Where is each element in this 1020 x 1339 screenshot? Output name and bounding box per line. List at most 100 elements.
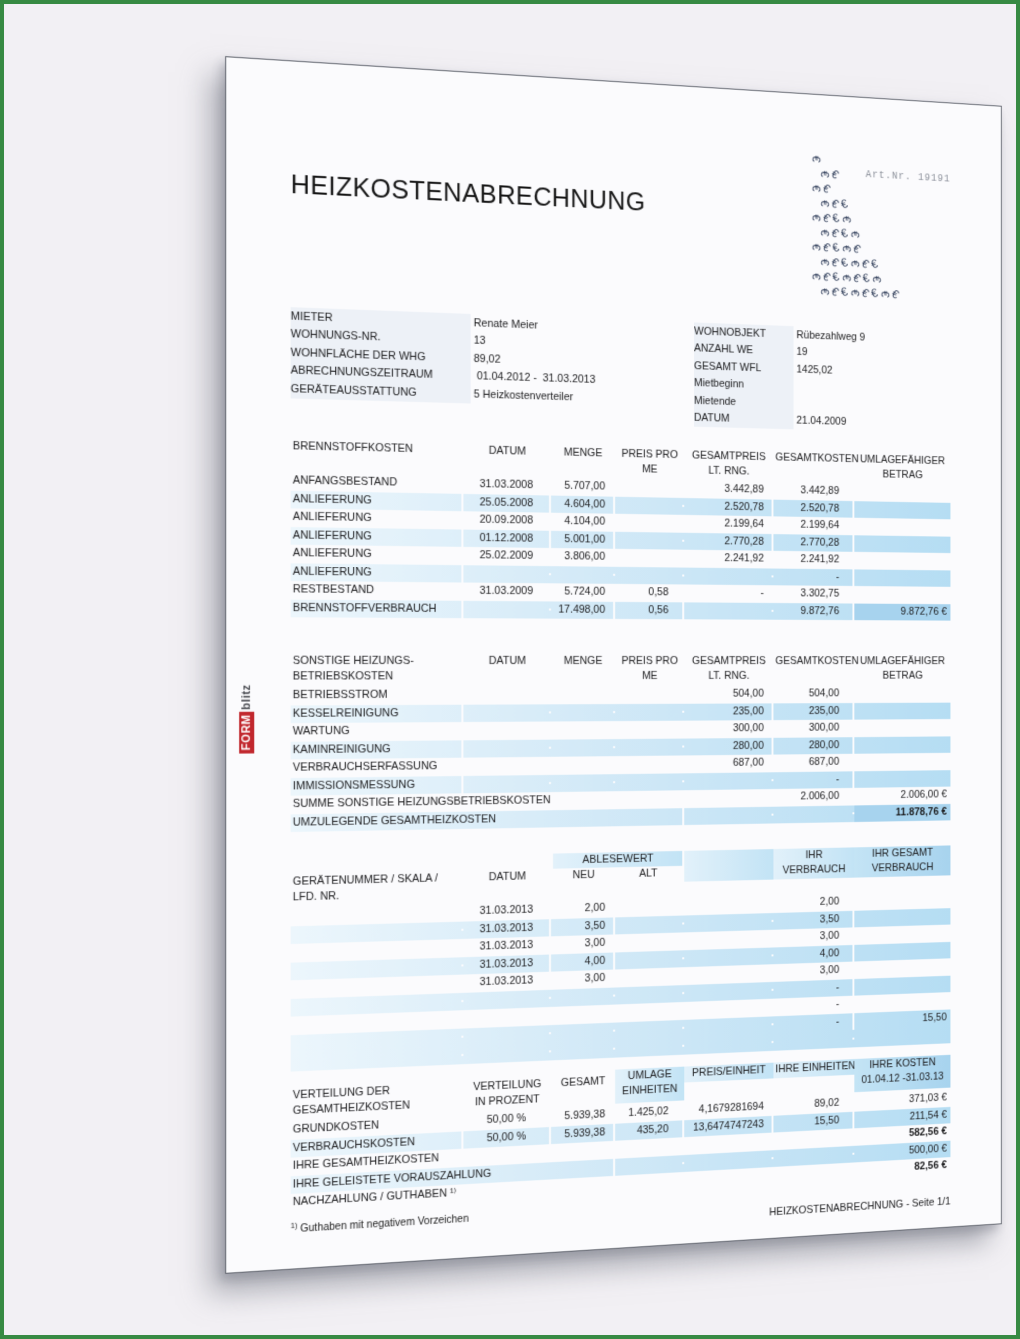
table-cell: 31.03.2008 — [463, 476, 551, 495]
property-info-block: WOHNOBJEKT Rübezahlweg 9 ANZAHL WE 19 GESAMT… — [694, 322, 960, 433]
table-cell — [463, 729, 551, 732]
table-cell — [854, 777, 950, 780]
table-cell — [463, 694, 551, 696]
table-cell: 2,00 — [551, 900, 615, 919]
table-cell: KESSELREINIGUNG — [291, 704, 464, 722]
column-header-label: IHRE EINHEITEN — [775, 1059, 852, 1077]
info-value: Rübezahlweg 9 — [794, 329, 866, 343]
table-cell — [463, 573, 551, 576]
table-cell: 31.03.2013 — [463, 954, 551, 974]
document-page: HEIZKOSTENABRECHNUNG Art.Nr. 19191 € €€ €€… — [225, 56, 1002, 1274]
table-cell: 435,20 — [615, 1120, 684, 1140]
info-value: 01.04.2012 - 31.03.2013 — [471, 370, 596, 386]
table-cell: 2.006,00 — [773, 788, 854, 806]
table-cell: 31.03.2009 — [463, 583, 551, 601]
table-cell — [463, 747, 551, 750]
column-header-label: UMLAGEFÄHIGER — [856, 654, 948, 669]
table-cell: BETRIEBSSTROM — [291, 687, 464, 705]
table-cell — [615, 522, 684, 525]
table-cell — [773, 1037, 854, 1042]
table-cell — [551, 1030, 615, 1035]
table-cell: ANLIEFERUNG — [291, 527, 464, 547]
table-cell — [684, 1157, 773, 1164]
table-cell: 3.806,00 — [551, 548, 615, 566]
table-cell — [463, 765, 551, 768]
table-cell — [854, 710, 950, 712]
table-cell: 4,00 — [551, 952, 615, 971]
table-cell: 300,00 — [773, 720, 854, 737]
column-header-label: UMLAGEFÄHIGER — [856, 452, 948, 469]
table-cell — [551, 729, 615, 731]
table-cell: 3,00 — [773, 928, 854, 947]
column-header: ABLESEWERT NEU ALT — [551, 851, 684, 899]
table-cell: ANLIEFERUNG — [291, 490, 464, 510]
table-cell — [615, 940, 684, 944]
table-cell — [684, 920, 773, 925]
euro-glyph: € — [809, 155, 822, 163]
table-cell — [615, 1027, 684, 1032]
table-cell: 4,00 — [773, 945, 854, 964]
screenshot-frame: HEIZKOSTENABRECHNUNG Art.Nr. 19191 € €€ €€… — [0, 0, 1020, 1339]
table-cell — [684, 955, 773, 960]
table-cell: 0,56 — [615, 602, 684, 619]
column-header-label: BETRIEBSKOSTEN — [293, 669, 462, 685]
column-header: IHR VERBRAUCH — [773, 847, 854, 879]
table-cell: 2.241,92 — [684, 550, 773, 568]
table-cell — [463, 1050, 551, 1056]
table-cell: 31.03.2013 — [463, 919, 551, 939]
column-header-label: ALT — [614, 866, 682, 883]
column-header: MENGE — [551, 654, 615, 684]
column-header-label: DATUM — [465, 654, 549, 669]
document-title: HEIZKOSTENABRECHNUNG — [291, 170, 646, 218]
table-cell — [615, 539, 684, 542]
column-header-label: GESAMTPREIS — [686, 654, 771, 669]
table-cell: 2.199,64 — [684, 515, 773, 533]
column-header: MENGE — [551, 445, 615, 477]
table-cell — [291, 947, 464, 954]
column-header: SONSTIGE HEIZUNGS- BETRIEBSKOSTEN — [291, 654, 464, 685]
table-cell — [551, 746, 615, 749]
table-cell — [684, 779, 773, 782]
table-cell — [854, 576, 950, 579]
column-header-label: NEU — [553, 867, 614, 883]
info-value: 1425,02 — [794, 363, 833, 376]
table-cell: 2,00 — [773, 893, 854, 912]
table-body: BETRIEBSSTROM 504,00 504,00 KESSELREINIGUNG… — [291, 685, 951, 832]
column-header-label: ME — [617, 462, 682, 478]
table-cell: KAMINREINIGUNG — [291, 740, 464, 759]
table-cell: 3,00 — [551, 935, 615, 954]
table-cell: 5.001,00 — [551, 531, 615, 549]
table-cell — [854, 1033, 950, 1039]
table-cell — [854, 491, 950, 495]
table-body: 31.03.2013 2,00 2,00 31.03.2013 3,50 3,50 31.0… — [291, 891, 951, 1071]
table-cell — [854, 915, 950, 920]
table-cell — [551, 781, 615, 784]
euro-glyph: € — [848, 230, 861, 238]
column-header-label: DATUM — [465, 869, 549, 886]
table-cell: 2.770,28 — [684, 533, 773, 551]
table-cell — [551, 764, 615, 767]
table-cell — [463, 712, 551, 714]
table-cell — [615, 574, 684, 577]
table-cell: 5.707,00 — [551, 478, 615, 496]
euro-glyph: € — [870, 275, 883, 283]
table-cell — [854, 966, 950, 971]
table-cell — [615, 728, 684, 730]
table-cell — [615, 1010, 684, 1015]
column-header: IHR GESAMT VERBRAUCH — [854, 845, 950, 877]
table-cell: 280,00 — [684, 738, 773, 756]
table-cell: 280,00 — [773, 737, 854, 754]
table-cell — [854, 594, 950, 597]
table-cell: 31.03.2013 — [463, 937, 551, 957]
column-header: GESAMTPREIS LT. RNG. — [684, 448, 773, 480]
table-cell: 687,00 — [773, 754, 854, 772]
table-cell: WARTUNG — [291, 722, 464, 741]
info-label: DATUM — [694, 409, 794, 429]
column-header: GESAMTKOSTEN — [773, 654, 854, 684]
table-cell: 687,00 — [684, 755, 773, 773]
table-cell: - — [773, 568, 854, 585]
column-header-label: VERBRAUCH — [856, 860, 948, 877]
table-cell: 2.520,78 — [773, 499, 854, 517]
table-cell: 31.03.2013 — [463, 901, 551, 921]
column-header: DATUM — [463, 854, 551, 902]
